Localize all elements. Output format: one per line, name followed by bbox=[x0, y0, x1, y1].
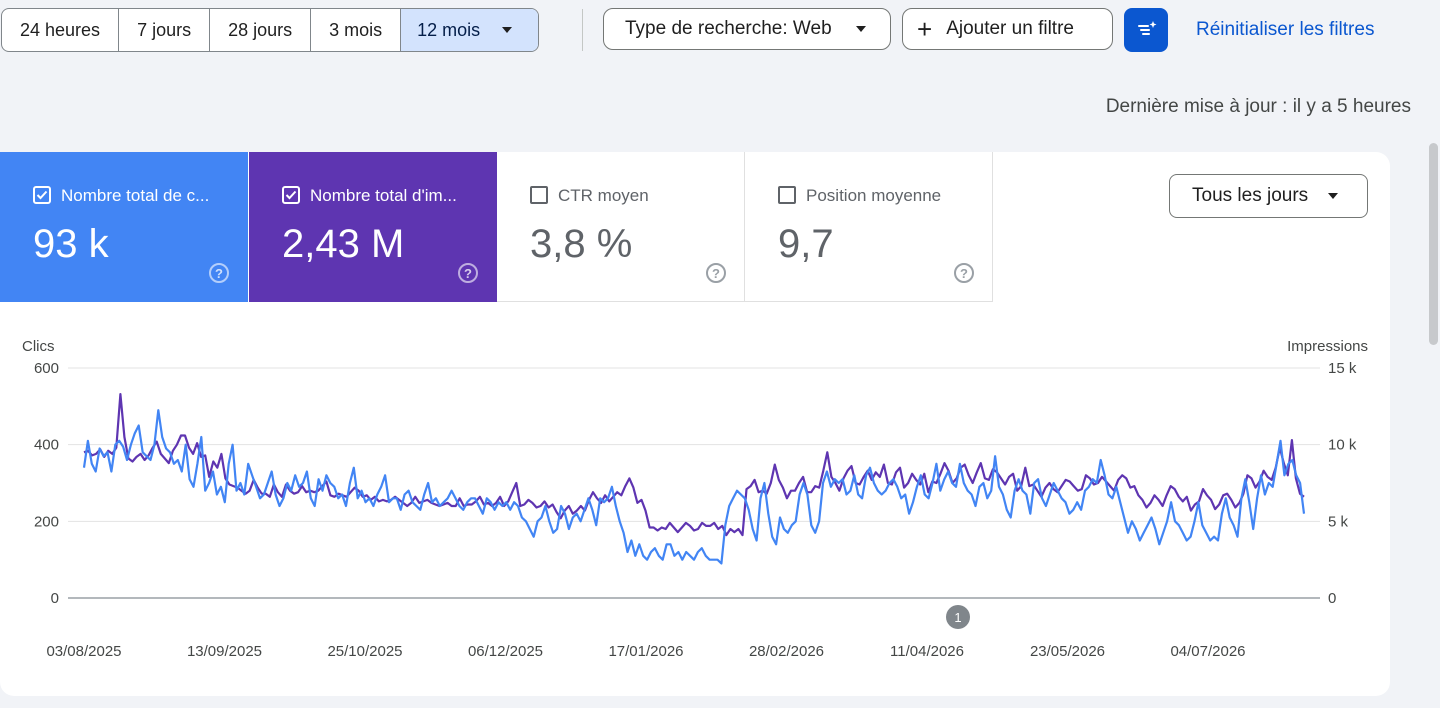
range-3m[interactable]: 3 mois bbox=[311, 9, 402, 51]
metric-average-position[interactable]: Position moyenne 9,7 ? bbox=[745, 152, 993, 302]
x-tick-label: 13/09/2025 bbox=[187, 643, 262, 660]
x-tick-label: 03/08/2025 bbox=[46, 643, 121, 660]
annotation-marker-circle bbox=[946, 605, 970, 629]
x-tick-label: 11/04/2026 bbox=[890, 643, 964, 660]
range-24h[interactable]: 24 heures bbox=[2, 9, 120, 51]
arrow-drop-down-icon bbox=[1328, 193, 1339, 199]
y-left-axis-title: Clics bbox=[22, 338, 55, 355]
metric-label: Nombre total de c... bbox=[61, 186, 210, 205]
chart-gridlines bbox=[68, 367, 1320, 599]
y-right-tick-label: 15 k bbox=[1328, 360, 1357, 377]
metric-value: 3,8 % bbox=[530, 222, 633, 266]
annotation-marker-label: 1 bbox=[954, 610, 961, 625]
range-12m-dropdown[interactable]: 12 mois bbox=[401, 9, 539, 51]
annotation-marker[interactable]: 1 bbox=[946, 605, 970, 629]
y-left-tick-label: 200 bbox=[34, 513, 59, 530]
toolbar-divider bbox=[582, 9, 583, 51]
checkbox-checked-icon bbox=[33, 186, 51, 204]
impressions-series-line bbox=[83, 393, 1305, 537]
metric-value: 93 k bbox=[33, 222, 109, 266]
performance-chart: Clics Impressions 0 200 400 600 0 5 k 10 k 15 … bbox=[22, 338, 1368, 660]
checkbox-unchecked-icon bbox=[778, 186, 796, 204]
range-12m-label: 12 mois bbox=[417, 19, 481, 40]
metric-label: Nombre total d'im... bbox=[310, 186, 457, 205]
y-right-axis-title: Impressions bbox=[1287, 338, 1368, 355]
y-left-tick-label: 0 bbox=[51, 590, 59, 607]
metric-average-ctr[interactable]: CTR moyen 3,8 % ? bbox=[497, 152, 745, 302]
help-circle-icon[interactable]: ? bbox=[458, 263, 478, 283]
checkbox-unchecked-icon bbox=[530, 186, 548, 204]
add-filter-label: Ajouter un filtre bbox=[946, 18, 1074, 39]
y-right-tick-label: 0 bbox=[1328, 590, 1336, 607]
y-left-ticks: 0 200 400 600 bbox=[34, 360, 59, 607]
x-tick-label: 04/07/2026 bbox=[1170, 643, 1245, 660]
range-7d[interactable]: 7 jours bbox=[119, 9, 211, 51]
x-tick-label: 06/12/2025 bbox=[468, 643, 543, 660]
clicks-series-line bbox=[82, 409, 1306, 565]
granularity-label: Tous les jours bbox=[1192, 185, 1309, 206]
metric-value: 9,7 bbox=[778, 222, 834, 266]
filter-sparkle-icon bbox=[1138, 21, 1157, 35]
reset-filters-link[interactable]: Réinitialiser les filtres bbox=[1196, 19, 1375, 40]
performance-card: Nombre total de c... 93 k ? Nombre total… bbox=[0, 152, 1390, 696]
granularity-dropdown[interactable]: Tous les jours bbox=[1169, 174, 1368, 218]
arrow-drop-down-icon bbox=[502, 27, 513, 33]
y-right-ticks: 0 5 k 10 k 15 k bbox=[1328, 360, 1357, 607]
y-left-tick-label: 600 bbox=[34, 360, 59, 377]
search-type-dropdown[interactable]: Type de recherche: Web bbox=[603, 8, 891, 50]
date-range-selector: 24 heures 7 jours 28 jours 3 mois 12 moi… bbox=[1, 8, 540, 52]
y-left-tick-label: 400 bbox=[34, 437, 59, 454]
arrow-drop-down-icon bbox=[855, 26, 866, 32]
metric-value: 2,43 M bbox=[282, 222, 405, 266]
plus-icon: + bbox=[917, 14, 933, 44]
x-tick-label: 23/05/2026 bbox=[1030, 643, 1105, 660]
range-28d[interactable]: 28 jours bbox=[210, 9, 312, 51]
search-type-label: Type de recherche: Web bbox=[625, 18, 832, 39]
help-circle-icon[interactable]: ? bbox=[706, 263, 726, 283]
filter-settings-button[interactable] bbox=[1124, 8, 1168, 52]
x-tick-label: 25/10/2025 bbox=[327, 643, 402, 660]
metric-total-impressions[interactable]: Nombre total d'im... 2,43 M ? bbox=[249, 152, 497, 302]
page-scrollbar-thumb[interactable] bbox=[1429, 143, 1438, 345]
add-filter-button[interactable]: + Ajouter un filtre bbox=[902, 8, 1113, 50]
help-circle-icon[interactable]: ? bbox=[209, 263, 229, 283]
metric-label: CTR moyen bbox=[558, 186, 649, 205]
help-circle-icon[interactable]: ? bbox=[954, 263, 974, 283]
x-tick-label: 28/02/2026 bbox=[749, 643, 824, 660]
metric-label: Position moyenne bbox=[806, 186, 942, 205]
x-ticks: 03/08/2025 13/09/2025 25/10/2025 06/12/2025… bbox=[46, 643, 1245, 660]
y-right-tick-label: 5 k bbox=[1328, 513, 1349, 530]
last-update-text: Dernière mise à jour : il y a 5 heures bbox=[1105, 96, 1411, 117]
metric-total-clicks[interactable]: Nombre total de c... 93 k ? bbox=[0, 152, 248, 302]
y-right-tick-label: 10 k bbox=[1328, 437, 1357, 454]
x-tick-label: 17/01/2026 bbox=[608, 643, 683, 660]
chart-series bbox=[82, 393, 1306, 565]
checkbox-checked-icon bbox=[282, 186, 300, 204]
